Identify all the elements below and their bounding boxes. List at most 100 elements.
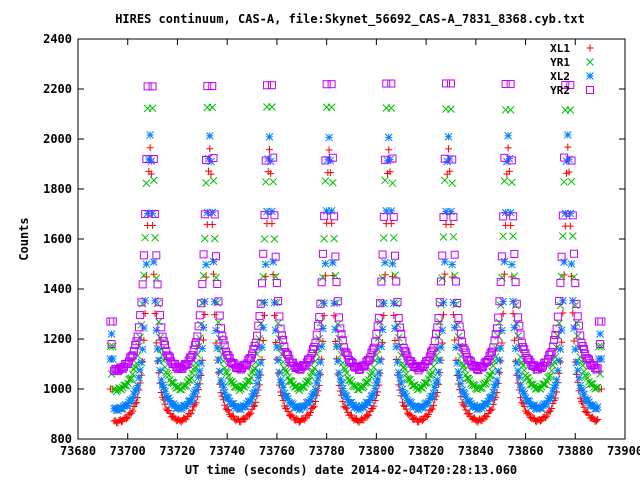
- data-point: [425, 410, 433, 418]
- data-point: [275, 368, 284, 377]
- y-axis-label: Counts: [17, 217, 31, 260]
- data-point: [316, 299, 325, 308]
- data-point: [320, 312, 328, 320]
- data-point: [283, 392, 291, 401]
- data-point: [448, 179, 457, 187]
- y-axis: 800 1000 1200 1400 1600 1800 2000 2200 2400: [43, 32, 625, 446]
- data-point: [557, 252, 566, 261]
- data-point: [147, 170, 155, 178]
- data-point: [579, 345, 588, 354]
- data-point: [311, 338, 320, 347]
- legend-marker: [586, 72, 594, 80]
- data-point: [453, 359, 462, 367]
- data-point: [312, 379, 321, 387]
- data-point: [219, 383, 228, 392]
- data-point: [392, 342, 401, 351]
- data-point: [592, 417, 600, 425]
- data-point: [555, 356, 563, 365]
- data-point: [141, 310, 149, 318]
- data-point: [282, 349, 291, 358]
- data-point: [364, 412, 372, 420]
- data-point: [456, 329, 465, 338]
- data-point: [149, 155, 158, 164]
- data-point: [510, 336, 518, 344]
- data-point: [213, 279, 222, 288]
- data-point: [157, 323, 166, 332]
- data-point: [151, 233, 159, 242]
- data-point: [571, 345, 580, 354]
- data-point: [483, 413, 491, 421]
- data-point: [208, 208, 217, 217]
- data-point: [510, 249, 519, 258]
- data-point: [321, 259, 330, 268]
- data-point: [261, 178, 270, 186]
- y-tick-label: 2200: [43, 82, 72, 96]
- data-point: [546, 371, 555, 380]
- data-point: [363, 378, 372, 387]
- data-point: [460, 389, 469, 398]
- data-point: [568, 211, 577, 220]
- data-point: [428, 405, 436, 413]
- data-point: [337, 378, 346, 387]
- data-point: [260, 311, 268, 319]
- data-point: [570, 337, 578, 345]
- data-point: [333, 357, 342, 366]
- data-point: [366, 353, 375, 362]
- data-point: [159, 383, 168, 392]
- data-point: [401, 390, 409, 399]
- data-point: [191, 363, 199, 372]
- data-point: [557, 326, 566, 334]
- data-point: [152, 251, 161, 260]
- data-point: [166, 409, 174, 417]
- data-point: [428, 346, 437, 355]
- data-point: [435, 298, 444, 307]
- data-point: [152, 326, 161, 335]
- data-point: [146, 131, 154, 139]
- data-point: [202, 273, 210, 281]
- legend-label: YR2: [550, 84, 570, 97]
- data-point: [209, 257, 218, 266]
- data-point: [428, 368, 437, 377]
- data-point: [311, 385, 320, 394]
- data-point: [108, 355, 117, 363]
- data-point: [158, 381, 167, 390]
- data-point: [206, 145, 214, 153]
- data-point: [411, 414, 419, 422]
- data-point: [274, 296, 283, 305]
- data-point: [593, 403, 602, 411]
- data-point: [565, 168, 573, 176]
- data-point: [471, 403, 480, 412]
- data-point: [333, 297, 342, 306]
- data-point: [324, 155, 332, 164]
- data-point: [127, 374, 136, 383]
- data-point: [495, 356, 504, 364]
- data-point: [536, 417, 544, 425]
- data-point: [547, 392, 556, 401]
- data-point: [452, 343, 460, 352]
- data-point: [267, 170, 275, 178]
- data-point: [321, 177, 330, 185]
- data-point: [157, 376, 166, 384]
- data-point: [214, 297, 223, 306]
- data-point: [432, 379, 440, 388]
- data-point: [506, 80, 515, 89]
- data-point: [374, 368, 383, 377]
- data-point: [560, 271, 568, 279]
- series-yr2: [106, 79, 606, 376]
- data-point: [508, 178, 516, 187]
- data-point: [262, 81, 271, 90]
- data-point: [247, 409, 255, 417]
- data-point: [576, 381, 585, 390]
- data-point: [402, 405, 410, 413]
- data-point: [543, 412, 551, 420]
- x-tick-label: 73700: [110, 444, 146, 458]
- legend-marker: [586, 86, 594, 94]
- data-point: [315, 313, 324, 322]
- data-point: [578, 387, 587, 395]
- data-point: [488, 405, 496, 413]
- data-point: [573, 331, 582, 340]
- data-point: [124, 414, 132, 422]
- data-point: [507, 221, 515, 229]
- data-point: [388, 179, 397, 188]
- data-point: [381, 176, 389, 185]
